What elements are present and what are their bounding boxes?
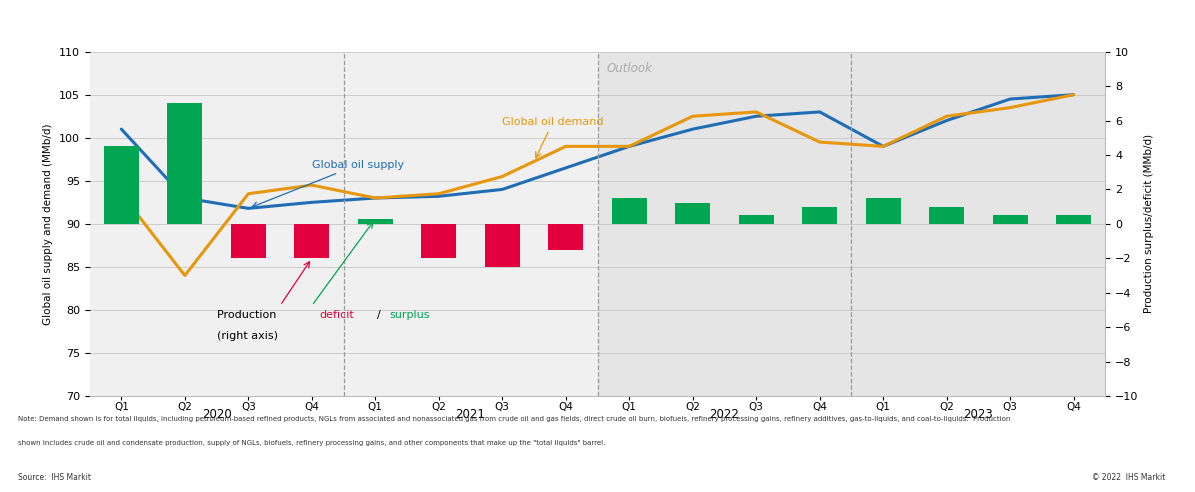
Bar <box>675 203 710 224</box>
Text: 2022: 2022 <box>710 407 740 421</box>
Bar <box>612 198 646 224</box>
Bar <box>930 207 964 224</box>
Bar <box>598 52 1105 396</box>
Text: 2020: 2020 <box>202 407 232 421</box>
Bar <box>739 215 773 224</box>
Text: Source:  IHS Markit: Source: IHS Markit <box>18 473 91 482</box>
Bar <box>1056 215 1091 224</box>
Text: shown includes crude oil and condensate production, supply of NGLs, biofuels, re: shown includes crude oil and condensate … <box>18 440 606 446</box>
Text: Production: Production <box>216 310 280 320</box>
Text: 2021: 2021 <box>455 407 485 421</box>
Text: /: / <box>376 310 380 320</box>
Bar <box>485 224 520 267</box>
Text: (right axis): (right axis) <box>216 332 277 341</box>
Bar <box>231 224 265 258</box>
Bar <box>294 224 330 258</box>
Bar <box>865 198 901 224</box>
Text: surplus: surplus <box>390 310 430 320</box>
Bar <box>357 218 393 224</box>
Text: 2023: 2023 <box>963 407 993 421</box>
Text: © 2022  IHS Markit: © 2022 IHS Markit <box>1092 473 1165 482</box>
Y-axis label: Global oil supply and demand (MMb/d): Global oil supply and demand (MMb/d) <box>43 123 54 325</box>
Text: deficit: deficit <box>319 310 354 320</box>
Bar <box>802 207 838 224</box>
Bar <box>549 224 583 249</box>
Bar <box>422 224 456 258</box>
Bar <box>104 146 139 224</box>
Text: Global oil demand: Global oil demand <box>502 117 603 157</box>
Text: World oil (total liquids)  demand and production: World oil (total liquids) demand and pro… <box>10 14 409 30</box>
Y-axis label: Production surplus/deficit (MMb/d): Production surplus/deficit (MMb/d) <box>1144 134 1154 313</box>
Text: Note: Demand shown is for total liquids, including petroleum-based refined produ: Note: Demand shown is for total liquids,… <box>18 416 1010 422</box>
Bar <box>993 215 1028 224</box>
Text: Global oil supply: Global oil supply <box>252 160 404 207</box>
Bar <box>167 103 202 224</box>
Text: Outlook: Outlook <box>607 62 652 75</box>
